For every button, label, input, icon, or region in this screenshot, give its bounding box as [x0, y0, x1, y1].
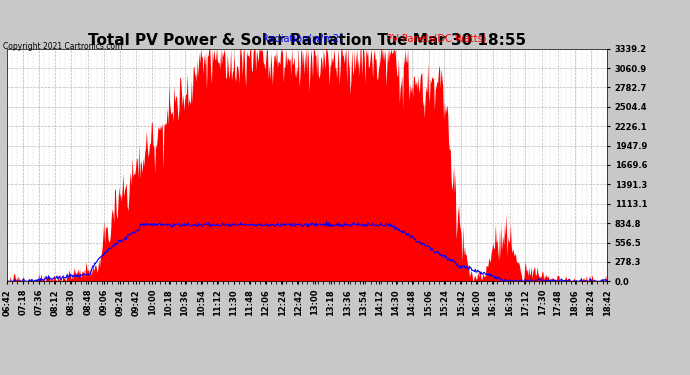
- Title: Total PV Power & Solar Radiation Tue Mar 30 18:55: Total PV Power & Solar Radiation Tue Mar…: [88, 33, 526, 48]
- Text: PV Panels(DC Watts): PV Panels(DC Watts): [386, 33, 487, 43]
- Text: Copyright 2021 Cartronics.com: Copyright 2021 Cartronics.com: [3, 42, 123, 51]
- Text: Radiation(w/m2): Radiation(w/m2): [262, 33, 343, 43]
